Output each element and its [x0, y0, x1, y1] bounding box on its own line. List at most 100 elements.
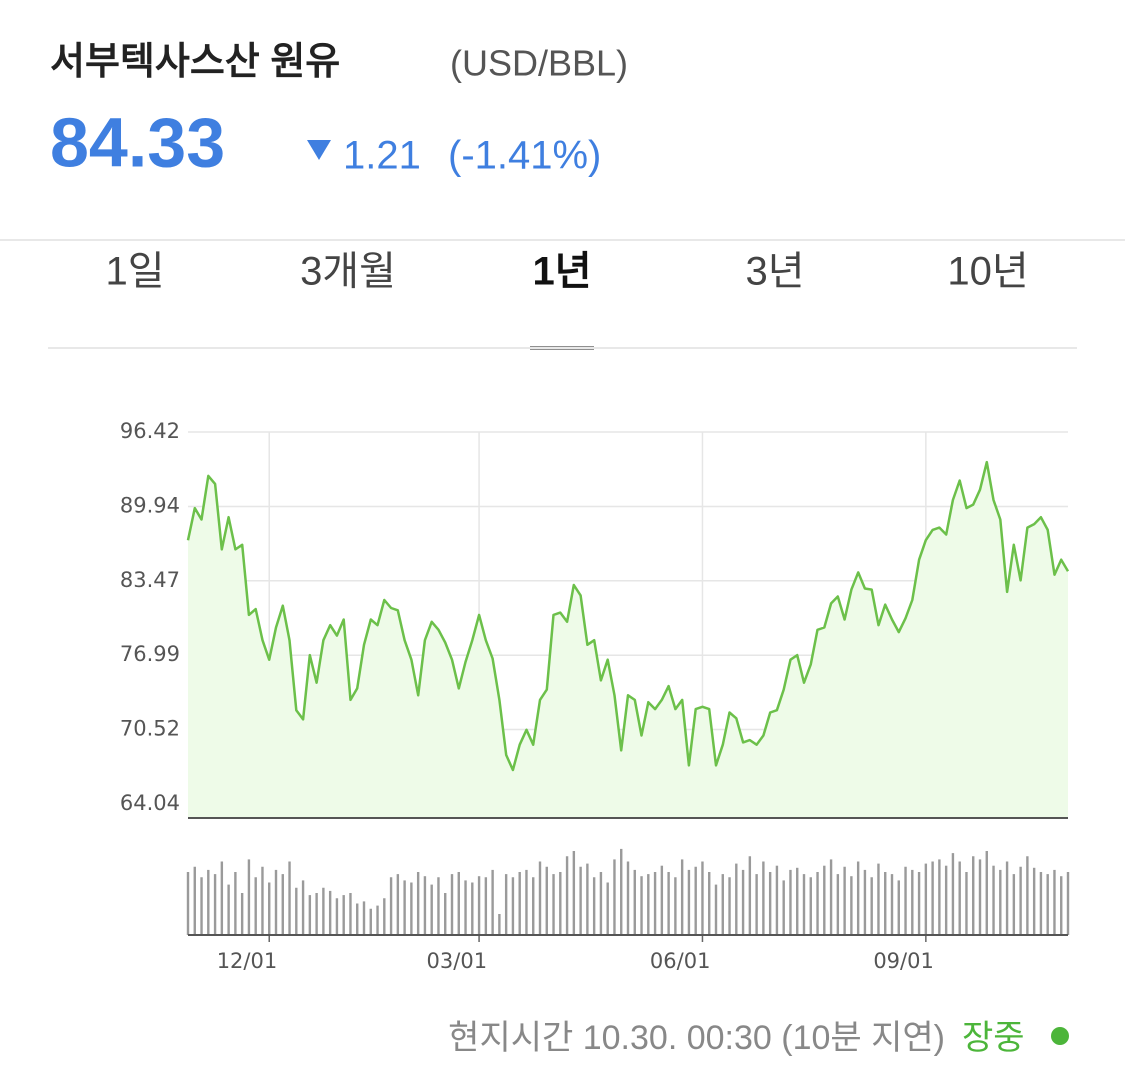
volume-bar	[599, 872, 603, 935]
volume-bar	[322, 887, 325, 935]
volume-bar	[586, 863, 589, 935]
volume-bar	[518, 872, 521, 935]
volume-bar	[579, 866, 582, 935]
volume-bar	[504, 874, 508, 935]
volume-bar	[383, 898, 386, 935]
volume-bar	[389, 877, 393, 935]
x-tick-label: 12/01	[217, 949, 278, 973]
volume-bar	[1046, 874, 1049, 935]
y-tick-label: 76.99	[120, 642, 180, 666]
tab[interactable]: 1일	[105, 250, 164, 294]
volume-bar	[1026, 856, 1029, 935]
volume-bar	[491, 869, 494, 935]
volume-bar	[437, 877, 440, 935]
volume-bar	[911, 869, 914, 935]
volume-bar	[633, 869, 636, 935]
volume-bar	[829, 859, 833, 935]
unit: (USD/BBL)	[450, 43, 628, 84]
volume-bar	[640, 876, 643, 935]
volume-bar	[511, 877, 515, 935]
volume-bar	[200, 877, 203, 935]
volume-bar	[349, 893, 352, 935]
volume-bar	[1053, 869, 1056, 935]
volume-bar	[234, 872, 237, 935]
tab[interactable]: 10년	[947, 250, 1028, 294]
volume-bar	[295, 887, 298, 935]
volume-bar	[207, 869, 210, 935]
volume-bar	[762, 861, 765, 935]
y-tick-label: 83.47	[120, 568, 180, 592]
volume-bar	[444, 893, 447, 935]
status: 장중	[962, 1019, 1025, 1057]
volume-bar	[1066, 872, 1070, 935]
volume-bar	[809, 877, 812, 935]
volume-bar	[1039, 872, 1043, 935]
volume-bar	[240, 893, 244, 935]
change: 1.21	[343, 134, 421, 178]
volume-bar	[653, 872, 657, 935]
volume-bar	[978, 859, 982, 935]
footer-time: 현지시간 10.30. 00:30 (10분 지연)	[448, 1019, 945, 1057]
volume-bar	[220, 861, 224, 935]
volume-bar	[403, 880, 406, 935]
tab[interactable]: 3개월	[300, 250, 396, 294]
volume-bar	[193, 866, 196, 935]
volume-bar	[708, 872, 711, 935]
volume-bar	[924, 863, 928, 935]
x-tick-label: 03/01	[427, 949, 488, 973]
volume-bar	[897, 880, 900, 935]
volume-bar	[315, 893, 318, 935]
title: 서부텍사스산 원유	[50, 41, 340, 83]
volume-bar	[728, 877, 731, 935]
tab[interactable]: 1년	[532, 250, 591, 294]
volume-bar	[457, 872, 460, 935]
volume-bar	[376, 905, 379, 935]
volume-bar	[992, 865, 995, 935]
volume-bar	[890, 874, 894, 935]
volume-bar	[498, 914, 501, 935]
volume-bar	[748, 856, 752, 935]
volume-bar	[1005, 861, 1009, 935]
volume-bar	[450, 874, 454, 935]
volume-bar	[884, 872, 887, 935]
volume-bar	[694, 866, 697, 935]
volume-bar	[1019, 866, 1022, 935]
volume-bar	[931, 861, 934, 935]
volume-bar	[775, 865, 779, 935]
y-tick-label: 89.94	[120, 493, 180, 517]
volume-bar	[565, 856, 569, 935]
volume-bar	[592, 877, 596, 935]
volume-bar	[755, 874, 758, 935]
volume-bar	[274, 869, 278, 935]
volume-bar	[471, 882, 474, 935]
chart: 64.04 70.52 76.99 83.47 89.94 96.42 12/01 03/01…	[120, 419, 1070, 973]
volume-bar	[823, 865, 826, 935]
volume-bar	[396, 874, 400, 935]
tab[interactable]: 3년	[745, 250, 804, 294]
volume-bar	[714, 884, 718, 935]
volume-bar	[626, 861, 630, 935]
volume-bar	[552, 874, 555, 935]
volume-bar	[532, 877, 535, 935]
volume-bar	[247, 859, 251, 935]
volume-bar	[281, 874, 284, 935]
volume-bar	[254, 877, 257, 935]
volume-bar	[904, 866, 907, 935]
volume-bar	[660, 865, 664, 935]
volume-bar	[288, 861, 291, 935]
volume-bar	[613, 859, 616, 935]
volume-bar	[186, 872, 190, 935]
volume-bar	[938, 859, 941, 935]
volume-bar	[802, 874, 806, 935]
volume-bar	[410, 882, 413, 935]
volume-bar	[768, 872, 772, 935]
volume-bar	[301, 880, 305, 935]
volume-bar	[999, 869, 1002, 935]
y-tick-label: 96.42	[120, 419, 180, 443]
volume-bar	[836, 874, 840, 935]
volume-bar	[985, 851, 988, 935]
volume-bar	[789, 869, 792, 935]
volume-bar	[856, 861, 860, 935]
volume-bar	[667, 872, 670, 935]
volume-bar	[1032, 867, 1036, 935]
